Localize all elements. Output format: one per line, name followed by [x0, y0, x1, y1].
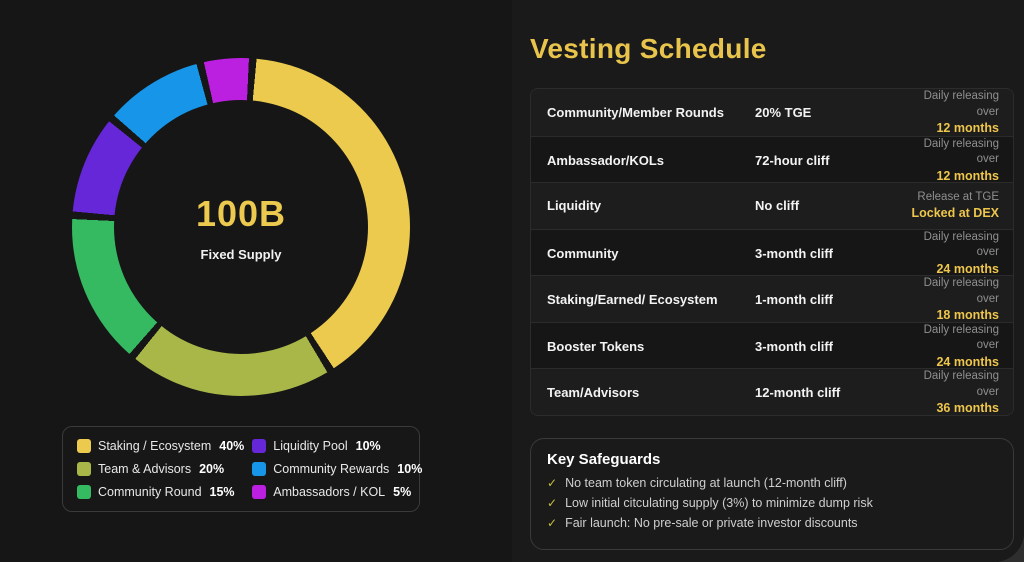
- list-item: ✓ Fair launch: No pre-sale or private in…: [547, 516, 997, 530]
- vesting-release: Daily releasing over 18 months: [903, 276, 999, 324]
- table-row: Staking/Earned/ Ecosystem 1-month cliff …: [531, 275, 1013, 322]
- vesting-release-duration: 18 months: [936, 308, 999, 323]
- safeguards-title: Key Safeguards: [547, 451, 661, 468]
- page-title: Vesting Schedule: [530, 33, 767, 64]
- table-row: Community 3-month cliff Daily releasing …: [531, 228, 1013, 278]
- vesting-release: Daily releasing over 24 months: [903, 230, 999, 278]
- vesting-release-duration: 36 months: [936, 401, 999, 416]
- legend-item: Staking / Ecosystem 40%: [77, 439, 244, 453]
- vesting-release-duration: 12 months: [936, 168, 999, 183]
- legend-swatch: [252, 439, 267, 453]
- vesting-release-duration: 24 months: [936, 261, 999, 276]
- vesting-round-name: Liquidity: [547, 198, 602, 214]
- vesting-release-cadence: Daily releasing over: [923, 277, 999, 305]
- vesting-table: Community/Member Rounds 20% TGE Daily re…: [530, 88, 1014, 416]
- vesting-round-name: Booster Tokens: [547, 338, 645, 354]
- table-row: Ambassador/KOLs 72-hour cliff Daily rele…: [531, 135, 1013, 185]
- legend-pct: 5%: [393, 485, 412, 499]
- vesting-cliff: 20% TGE: [755, 105, 812, 121]
- vesting-cliff: 3-month cliff: [755, 245, 833, 261]
- vesting-release: Daily releasing over 24 months: [903, 323, 999, 371]
- vesting-release-cadence: Daily releasing over: [923, 323, 999, 352]
- legend-pct: 10%: [355, 439, 381, 453]
- legend-swatch: [252, 462, 267, 476]
- vesting-release: Daily releasing over 36 months: [903, 369, 999, 416]
- vesting-release: Release at TGE Locked at DEX: [903, 190, 999, 222]
- vesting-round-name: Community/Member Rounds: [547, 105, 724, 121]
- legend-pct: 20%: [199, 462, 225, 476]
- check-icon: ✓: [547, 516, 558, 530]
- legend-label: Liquidity Pool: [273, 439, 348, 453]
- legend-label: Community Round: [98, 485, 202, 499]
- vesting-round-name: Team/Advisors: [547, 385, 640, 401]
- legend-pct: 10%: [397, 462, 423, 476]
- safeguard-text: Low initial citculating supply (3%) to m…: [565, 496, 873, 510]
- table-row: Booster Tokens 3-month cliff Daily relea…: [531, 321, 1013, 371]
- check-icon: ✓: [547, 496, 558, 510]
- vesting-release-cadence: Daily releasing over: [923, 230, 999, 259]
- vesting-release-duration: Locked at DEX: [911, 206, 999, 221]
- legend-pct: 40%: [219, 439, 245, 453]
- legend-swatch: [77, 462, 91, 476]
- vesting-cliff: 72-hour cliff: [755, 152, 830, 168]
- vesting-release-duration: 24 months: [936, 354, 999, 369]
- legend-item: Community Rewards 10%: [252, 462, 422, 476]
- list-item: ✓ No team token circulating at launch (1…: [547, 476, 997, 490]
- legend-item: Team & Advisors 20%: [77, 462, 244, 476]
- donut-center: 100B Fixed Supply: [114, 100, 368, 354]
- legend-item: Ambassadors / KOL 5%: [252, 485, 422, 499]
- vesting-cliff: 3-month cliff: [755, 338, 833, 354]
- vesting-release-cadence: Daily releasing over: [923, 137, 999, 166]
- vesting-cliff: No cliff: [755, 198, 800, 214]
- list-item: ✓ Low initial citculating supply (3%) to…: [547, 496, 997, 510]
- vesting-release-cadence: Daily releasing over: [923, 370, 999, 398]
- token-distribution-donut-chart: 100B Fixed Supply: [72, 58, 410, 396]
- vesting-round-name: Ambassador/KOLs: [547, 152, 665, 168]
- check-icon: ✓: [547, 476, 558, 490]
- legend-swatch: [77, 439, 91, 453]
- vesting-release-duration: 12 months: [936, 121, 999, 136]
- total-supply-label: Fixed Supply: [200, 246, 282, 262]
- chart-legend: Staking / Ecosystem 40% Team & Advisors …: [62, 426, 422, 512]
- vesting-round-name: Staking/Earned/ Ecosystem: [547, 292, 718, 308]
- legend-pct: 15%: [209, 485, 235, 499]
- table-row: Liquidity No cliff Release at TGE Locked…: [531, 182, 1013, 229]
- vesting-cliff: 1-month cliff: [755, 292, 833, 308]
- legend-item: Community Round 15%: [77, 485, 244, 499]
- safeguard-text: No team token circulating at launch (12-…: [565, 476, 847, 490]
- legend-label: Community Rewards: [273, 462, 390, 476]
- total-supply-value: 100B: [195, 192, 287, 234]
- table-row: Community/Member Rounds 20% TGE Daily re…: [531, 89, 1013, 136]
- legend-swatch: [77, 485, 91, 499]
- table-row: Team/Advisors 12-month cliff Daily relea…: [531, 368, 1013, 415]
- vesting-cliff: 12-month cliff: [755, 385, 841, 401]
- vesting-round-name: Community: [547, 245, 619, 261]
- key-safeguards-card: Key Safeguards ✓ No team token circulati…: [530, 438, 1014, 550]
- vesting-release: Daily releasing over 12 months: [903, 137, 999, 185]
- legend-label: Ambassadors / KOL: [273, 485, 386, 499]
- legend-item: Liquidity Pool 10%: [252, 439, 422, 453]
- legend-swatch: [252, 485, 267, 499]
- vesting-release: Daily releasing over 12 months: [903, 89, 999, 137]
- vesting-release-cadence: Daily releasing over: [923, 90, 999, 118]
- legend-label: Team & Advisors: [98, 462, 192, 476]
- vesting-release-cadence: Release at TGE: [917, 190, 999, 203]
- legend-label: Staking / Ecosystem: [98, 439, 212, 453]
- safeguard-text: Fair launch: No pre-sale or private inve…: [565, 516, 858, 530]
